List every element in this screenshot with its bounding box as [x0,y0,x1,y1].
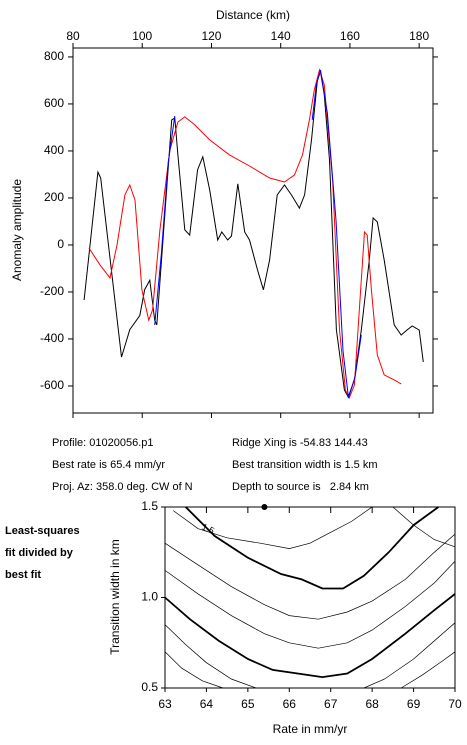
y-axis-title: Transition width in km [108,539,122,655]
y-tick-label: 1.5 [141,499,158,513]
x-tick-label: 63 [158,697,172,711]
x-tick-label: 65 [241,697,255,711]
x-tick-label: 66 [283,697,297,711]
x-tick-label: 180 [409,29,429,43]
x-tick-label: 160 [340,29,360,43]
y-tick-label: 0 [57,237,64,251]
y-tick-label: 800 [44,49,64,63]
contour-line [173,506,373,549]
y-tick-label: 400 [44,143,64,157]
side-note: Least-squares [5,525,80,537]
contour-line [164,533,456,620]
contour-line [164,651,224,689]
contour-line [164,561,456,649]
y-tick-label: 600 [44,96,64,110]
note: Proj. Az: 358.0 deg. CW of N [52,481,193,493]
x-axis-title: Rate in mm/yr [273,722,348,736]
side-note: fit divided by [5,547,74,559]
y-tick-label: -400 [40,331,64,345]
x-tick-label: 67 [324,697,338,711]
y-tick-label: -600 [40,378,64,392]
x-axis-title: Distance (km) [216,8,290,22]
contour-line [185,506,439,590]
contour-line [400,651,456,689]
note: Ridge Xing is -54.83 144.43 [232,437,368,449]
y-tick-label: -200 [40,284,64,298]
contour-line [164,593,456,679]
x-tick-label: 64 [200,697,214,711]
y-axis-title: Anomaly amplitude [10,179,24,281]
x-tick-label: 70 [448,697,462,711]
x-tick-label: 100 [132,29,152,43]
note: Best rate is 65.4 mm/yr [52,459,165,471]
y-tick-label: 0.5 [141,680,158,694]
note: Best transition width is 1.5 km [232,459,378,471]
x-tick-label: 140 [271,29,291,43]
data-line [154,69,362,399]
data-line [83,70,424,399]
best-fit-point [261,504,268,510]
x-tick-label: 120 [201,29,221,43]
y-tick-label: 200 [44,190,64,204]
side-note: best fit [5,569,41,581]
top-frame [72,47,434,414]
x-tick-label: 80 [66,29,80,43]
data-line [88,68,402,400]
contour-line [392,506,456,548]
note: Profile: 01020056.p1 [52,437,154,449]
contour-line [164,622,456,689]
y-tick-label: 1.0 [141,590,158,604]
x-tick-label: 68 [365,697,379,711]
note: Depth to source is 2.84 km [232,481,369,493]
x-tick-label: 69 [407,697,421,711]
